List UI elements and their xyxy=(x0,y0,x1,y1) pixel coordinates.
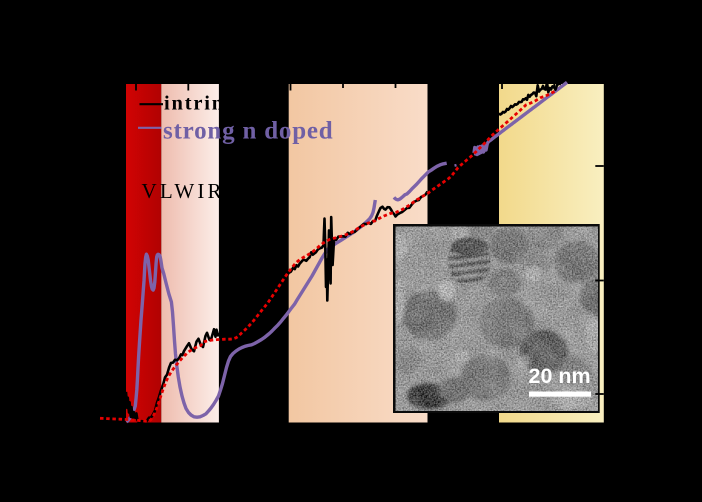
svg-text:strong n doped: strong n doped xyxy=(163,117,334,144)
svg-text:20 nm: 20 nm xyxy=(529,364,591,388)
svg-text:intrinsic: intrinsic xyxy=(164,93,253,115)
svg-text:VLWIR: VLWIR xyxy=(142,179,225,203)
